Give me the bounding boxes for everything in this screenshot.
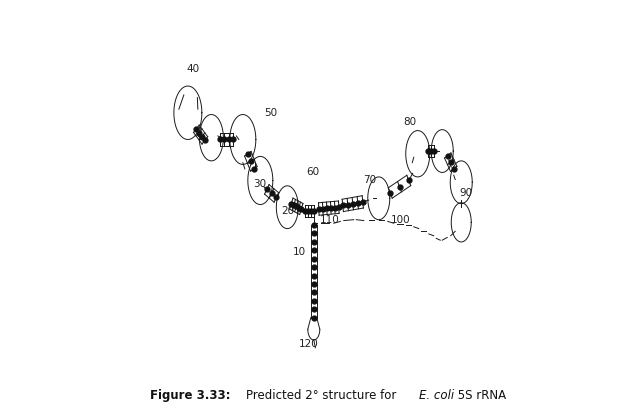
Text: 5S rRNA: 5S rRNA — [454, 388, 507, 402]
Text: E. coli: E. coli — [419, 388, 454, 402]
Text: 120: 120 — [299, 339, 319, 349]
Text: 70: 70 — [363, 175, 376, 185]
Text: 20: 20 — [281, 206, 295, 216]
Text: 110: 110 — [320, 215, 340, 225]
Text: Figure 3.33:: Figure 3.33: — [150, 388, 235, 402]
Text: 40: 40 — [187, 64, 200, 74]
Text: Predicted 2° structure for: Predicted 2° structure for — [246, 388, 401, 402]
Text: 60: 60 — [306, 166, 319, 177]
Text: 10: 10 — [293, 247, 306, 257]
Text: 100: 100 — [391, 215, 411, 225]
Text: 80: 80 — [404, 117, 417, 127]
Text: 50: 50 — [264, 108, 277, 118]
Text: 90: 90 — [459, 188, 472, 198]
Text: 30: 30 — [253, 179, 266, 189]
